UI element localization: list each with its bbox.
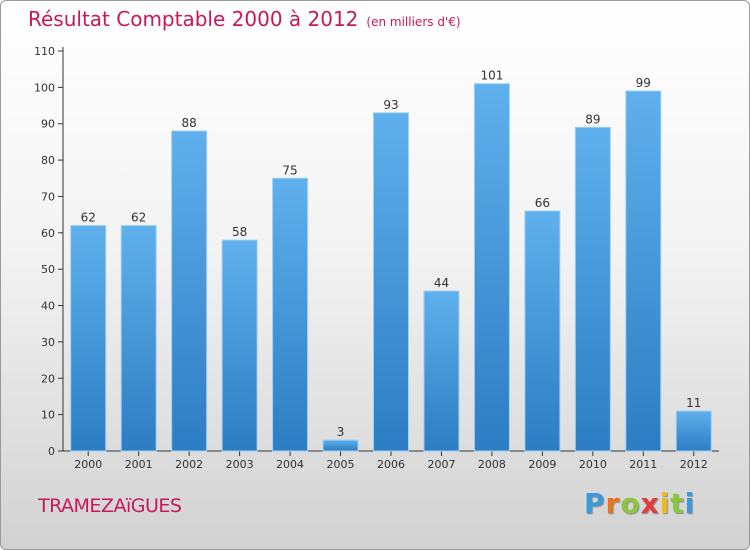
y-tick-label: 110: [34, 45, 55, 58]
x-tick-label: 2010: [579, 458, 607, 471]
x-tick-label: 2007: [427, 458, 455, 471]
x-tick-label: 2011: [629, 458, 657, 471]
y-tick-label: 50: [41, 263, 55, 276]
x-tick-label: 2008: [478, 458, 506, 471]
y-tick-label: 100: [34, 81, 55, 94]
logo-letter: x: [640, 487, 660, 520]
y-tick-label: 70: [41, 190, 55, 203]
y-tick-label: 90: [41, 118, 55, 131]
y-tick-label: 20: [41, 372, 55, 385]
y-tick-label: 30: [41, 336, 55, 349]
x-tick-label: 2003: [226, 458, 254, 471]
y-axis: 0 10 20 30 40 50 60 70 80 90 100 110: [34, 45, 64, 458]
y-tick-label: 80: [41, 154, 55, 167]
bar-value-label: 101: [480, 69, 503, 83]
logo-letter: P: [584, 487, 606, 520]
x-tick-label: 2005: [327, 458, 355, 471]
x-tick-label: 2004: [276, 458, 304, 471]
y-tick-label: 10: [41, 409, 55, 422]
logo-letter: i: [684, 487, 696, 520]
chart-subtitle: (en milliers d'€): [366, 15, 461, 29]
bar-2010: [574, 126, 611, 452]
bars-group: 62 62 88 58 75 3 93 44 101 66 89 99 11: [70, 69, 712, 452]
logo-letter: t: [670, 487, 685, 520]
bar-2000: [70, 225, 107, 452]
bar-value-label: 62: [81, 211, 96, 225]
y-tick-label: 0: [48, 445, 55, 458]
bar-value-label: 58: [232, 225, 247, 239]
bar-2011: [625, 90, 662, 452]
bar-value-label: 3: [337, 425, 345, 439]
x-tick-label: 2001: [125, 458, 153, 471]
bar-value-label: 62: [131, 211, 146, 225]
bar-value-label: 89: [585, 112, 600, 126]
x-tick-label: 2002: [175, 458, 203, 471]
bar-2002: [171, 130, 208, 452]
bar-value-label: 93: [383, 98, 398, 112]
x-tick-label: 2009: [528, 458, 556, 471]
x-tick-label: 2006: [377, 458, 405, 471]
bar-2005: [322, 439, 359, 452]
logo-letter: r: [605, 487, 621, 520]
bar-2003: [221, 239, 258, 452]
x-tick-label: 2012: [680, 458, 708, 471]
x-tick-label: 2000: [74, 458, 102, 471]
bar-2009: [524, 210, 561, 452]
bar-value-label: 44: [434, 276, 449, 290]
proxiti-logo: Proxiti: [584, 487, 695, 520]
x-axis: 2000 2001 2002 2003 2004 2005 2006 2007 2008 2009…: [63, 450, 719, 471]
commune-name: TRAMEZAïGUES: [38, 495, 182, 517]
bar-2001: [120, 225, 157, 452]
y-tick-label: 40: [41, 300, 55, 313]
y-tick-label: 60: [41, 227, 55, 240]
bar-value-label: 99: [636, 76, 651, 90]
bar-2008: [473, 83, 510, 452]
chart-title-text: Résultat Comptable 2000 à 2012: [28, 7, 359, 31]
bar-2004: [272, 177, 309, 452]
chart-title: Résultat Comptable 2000 à 2012 (en millie…: [28, 7, 461, 31]
bar-2006: [373, 112, 409, 452]
logo-letter: o: [620, 487, 641, 520]
bar-value-label: 75: [282, 163, 297, 177]
bar-value-label: 11: [686, 396, 701, 410]
bar-2012: [675, 410, 712, 452]
logo-letter: i: [659, 487, 671, 520]
bar-value-label: 88: [182, 116, 197, 130]
bar-2007: [423, 290, 460, 452]
bar-value-label: 66: [535, 196, 550, 210]
